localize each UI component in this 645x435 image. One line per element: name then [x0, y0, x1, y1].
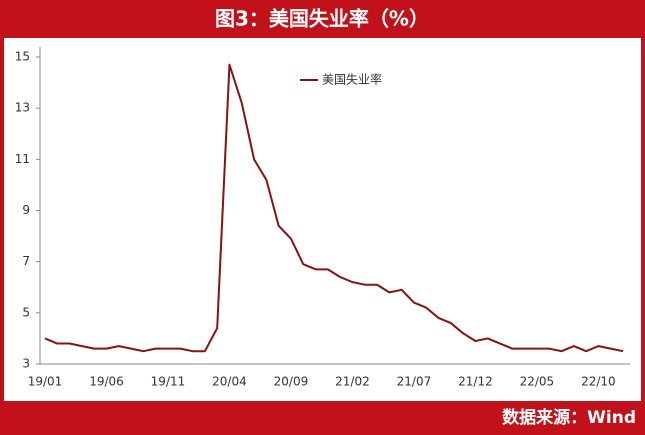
legend-label: 美国失业率 — [322, 72, 382, 87]
y-tick-label: 15 — [15, 50, 30, 64]
chart-title: 图3：美国失业率（%） — [215, 7, 429, 31]
x-tick-label: 19/11 — [151, 375, 186, 389]
x-tick-label: 19/06 — [89, 375, 124, 389]
y-tick-label: 9 — [22, 203, 30, 217]
x-tick-label: 20/04 — [212, 375, 247, 389]
line — [44, 63, 624, 353]
y-tick-label: 3 — [22, 357, 30, 371]
x-tick-label: 22/05 — [520, 375, 555, 389]
y-tick-label: 13 — [15, 101, 30, 115]
y-tick-label: 7 — [22, 254, 30, 268]
x-tick-label: 22/10 — [581, 375, 616, 389]
x-tick-label: 21/12 — [458, 375, 493, 389]
x-tick-label: 20/09 — [274, 375, 309, 389]
plot-panel — [4, 38, 641, 401]
y-tick-label: 11 — [15, 152, 30, 166]
x-tick-label: 21/07 — [397, 375, 432, 389]
y-tick-label: 5 — [22, 305, 30, 319]
x-tick-label: 21/02 — [335, 375, 370, 389]
x-tick-label: 19/01 — [28, 375, 63, 389]
source: 数据来源：Wind — [502, 407, 636, 428]
